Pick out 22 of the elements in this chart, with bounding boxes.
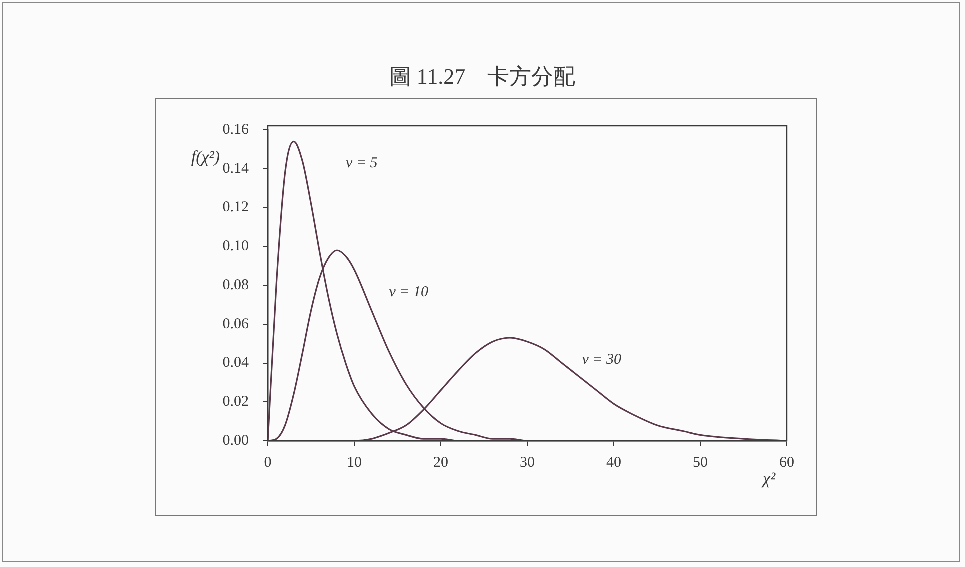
y-tick-label: 0.10 — [222, 238, 249, 255]
series-label: ν = 10 — [389, 284, 429, 300]
y-tick-label: 0.14 — [222, 160, 250, 177]
y-tick-label: 0.08 — [222, 277, 249, 294]
x-tick-label: 30 — [520, 454, 535, 471]
text: ν = 5 — [346, 156, 378, 172]
y-tick-label: 0.04 — [222, 355, 250, 372]
x-tick-label: 0 — [264, 454, 272, 471]
y-tick-label: 0.02 — [222, 394, 249, 410]
chart-title: 圖 11.27 卡方分配 — [388, 63, 577, 91]
series-label: ν = 30 — [582, 352, 622, 368]
x-tick-label: 20 — [434, 454, 448, 471]
y-tick-label: 0.12 — [222, 200, 249, 216]
y-tick-label: 0.06 — [222, 316, 250, 332]
y-tick-label: 0.00 — [222, 432, 249, 449]
x-tick-label: 60 — [780, 454, 794, 471]
y-axis-title: f(χ²) — [191, 147, 220, 166]
y-tick-label: 0.16 — [222, 122, 250, 138]
x-tick-label: 50 — [693, 454, 708, 471]
x-tick-label: 40 — [606, 454, 622, 471]
x-tick-label: 10 — [347, 454, 362, 471]
x-axis-title: χ² — [761, 468, 776, 488]
